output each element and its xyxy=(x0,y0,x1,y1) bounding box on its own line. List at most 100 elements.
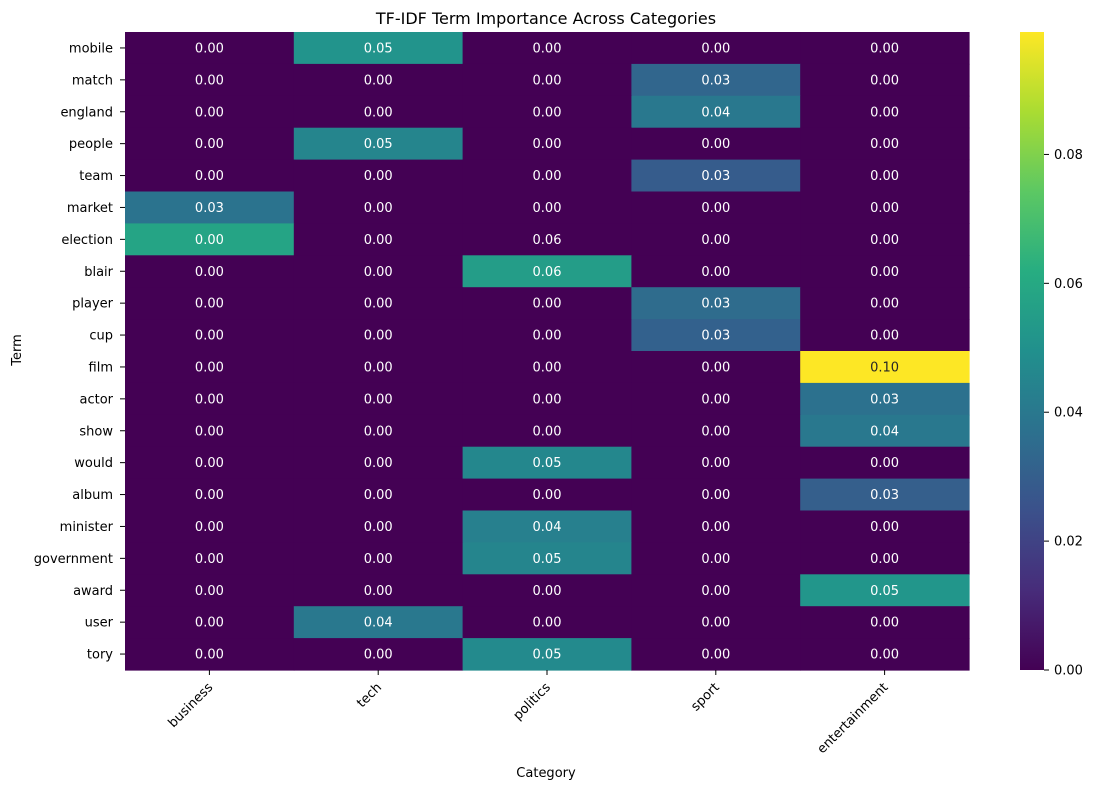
cell-value-government-business: 0.00 xyxy=(195,552,224,567)
heatmap-cell-album-tech xyxy=(293,478,464,512)
x-tick-label-tech: tech xyxy=(354,680,385,711)
cell-value-government-sport: 0.00 xyxy=(701,552,730,567)
cell-value-user-entertainment: 0.00 xyxy=(870,616,899,631)
heatmap-cell-blair-politics xyxy=(462,255,632,288)
heatmap-cell-blair-tech xyxy=(293,255,464,288)
heatmap-cell-user-business xyxy=(125,606,295,639)
cell-value-film-tech: 0.00 xyxy=(364,360,393,375)
y-tick-label-player: player xyxy=(72,297,114,312)
cell-value-player-business: 0.00 xyxy=(195,297,224,312)
y-tick-label-people: people xyxy=(69,137,113,152)
y-tick-label-award: award xyxy=(73,584,113,599)
cell-value-government-entertainment: 0.00 xyxy=(870,552,899,567)
heatmap-cell-market-business xyxy=(125,191,295,224)
y-tick-label-show: show xyxy=(79,424,113,439)
y-tick-label-would: would xyxy=(74,456,113,471)
heatmap-cell-award-sport xyxy=(631,574,801,607)
heatmap-cell-player-tech xyxy=(293,287,464,320)
y-tick-label-album: album xyxy=(72,488,113,503)
heatmap-cell-player-business xyxy=(125,287,295,320)
cell-value-player-sport: 0.03 xyxy=(701,297,730,312)
y-tick-label-tory: tory xyxy=(87,648,113,663)
heatmap-cell-market-entertainment xyxy=(800,191,970,224)
heatmap-cell-team-politics xyxy=(462,159,632,193)
cell-value-minister-tech: 0.00 xyxy=(364,520,393,535)
cell-value-tory-politics: 0.05 xyxy=(533,648,562,663)
heatmap-cell-cup-entertainment xyxy=(800,319,970,352)
heatmap-cell-government-business xyxy=(125,542,295,575)
heatmap-cell-album-business xyxy=(125,478,295,512)
heatmap-cell-cup-tech xyxy=(293,319,464,352)
cell-value-match-politics: 0.00 xyxy=(533,73,562,88)
heatmap-cell-people-entertainment xyxy=(800,127,970,161)
heatmap-cell-market-politics xyxy=(462,191,632,224)
heatmap-cell-tory-sport xyxy=(631,638,801,671)
cell-value-user-business: 0.00 xyxy=(195,616,224,631)
heatmap-cell-user-tech xyxy=(293,606,464,639)
cell-value-election-politics: 0.06 xyxy=(533,233,562,248)
y-tick-label-mobile: mobile xyxy=(69,41,113,56)
cell-value-film-politics: 0.00 xyxy=(533,360,562,375)
cell-value-actor-entertainment: 0.03 xyxy=(870,392,899,407)
colorbar-tick-label-1: 0.02 xyxy=(1054,535,1083,550)
cell-value-cup-entertainment: 0.00 xyxy=(870,329,899,344)
x-tick-label-business: business xyxy=(166,680,217,731)
heatmap-cell-cup-politics xyxy=(462,319,632,352)
heatmap-cell-would-business xyxy=(125,446,295,480)
cell-value-award-tech: 0.00 xyxy=(364,584,393,599)
heatmap-cell-tory-politics xyxy=(462,638,632,671)
x-axis-ticks: business tech politics sport entertainment xyxy=(166,670,891,757)
cell-value-team-politics: 0.00 xyxy=(533,169,562,184)
cell-value-cup-tech: 0.00 xyxy=(364,329,393,344)
y-tick-label-user: user xyxy=(85,616,114,631)
heatmap-cell-team-tech xyxy=(293,159,464,193)
cell-value-blair-business: 0.00 xyxy=(195,265,224,280)
heatmap-cell-award-business xyxy=(125,574,295,607)
cell-value-market-sport: 0.00 xyxy=(701,201,730,216)
cell-value-england-business: 0.00 xyxy=(195,105,224,120)
heatmap-cell-market-sport xyxy=(631,191,801,224)
heatmap-cell-england-tech xyxy=(293,95,464,129)
y-tick-label-government: government xyxy=(34,552,113,567)
cell-value-election-entertainment: 0.00 xyxy=(870,233,899,248)
cell-value-mobile-entertainment: 0.00 xyxy=(870,41,899,56)
y-axis-ticks: mobile match england people team market electi… xyxy=(34,41,125,663)
colorbar-tick-label-2: 0.04 xyxy=(1054,406,1083,421)
heatmap-cell-government-tech xyxy=(293,542,464,575)
cell-value-blair-entertainment: 0.00 xyxy=(870,265,899,280)
heatmap-cell-player-sport xyxy=(631,287,801,320)
heatmap-cell-actor-politics xyxy=(462,382,632,416)
cell-value-mobile-politics: 0.00 xyxy=(533,41,562,56)
cell-value-tory-tech: 0.00 xyxy=(364,648,393,663)
cell-value-tory-business: 0.00 xyxy=(195,648,224,663)
heatmap-cell-people-tech xyxy=(293,127,464,161)
heatmap-cell-tory-entertainment xyxy=(800,638,970,671)
heatmap-cell-election-politics xyxy=(462,223,632,256)
cell-value-show-entertainment: 0.04 xyxy=(870,424,899,439)
cell-value-market-entertainment: 0.00 xyxy=(870,201,899,216)
y-tick-label-match: match xyxy=(72,73,113,88)
heatmap-cell-match-business xyxy=(125,63,295,97)
cell-value-show-business: 0.00 xyxy=(195,424,224,439)
heatmap-cell-film-entertainment xyxy=(800,351,970,384)
y-tick-label-market: market xyxy=(67,201,113,216)
heatmap-cell-would-politics xyxy=(462,446,632,480)
cell-value-album-tech: 0.00 xyxy=(364,488,393,503)
cell-value-england-entertainment: 0.00 xyxy=(870,105,899,120)
cell-value-election-sport: 0.00 xyxy=(701,233,730,248)
cell-value-would-business: 0.00 xyxy=(195,456,224,471)
cell-value-blair-sport: 0.00 xyxy=(701,265,730,280)
heatmap-cell-would-tech xyxy=(293,446,464,480)
heatmap-cell-film-tech xyxy=(293,351,464,384)
heatmap-cell-award-politics xyxy=(462,574,632,607)
heatmap-cell-actor-tech xyxy=(293,382,464,416)
colorbar-tick-label-3: 0.06 xyxy=(1054,277,1083,292)
cell-value-actor-sport: 0.00 xyxy=(701,392,730,407)
cell-value-cup-politics: 0.00 xyxy=(533,329,562,344)
y-tick-label-blair: blair xyxy=(84,265,113,280)
heatmap-cell-cup-business xyxy=(125,319,295,352)
cell-value-people-politics: 0.00 xyxy=(533,137,562,152)
heatmap-cell-labels: 0.00 0.05 0.00 0.00 0.00 0.00 0.00 0.00 0.03 0.00… xyxy=(195,41,899,662)
cell-value-tory-sport: 0.00 xyxy=(701,648,730,663)
